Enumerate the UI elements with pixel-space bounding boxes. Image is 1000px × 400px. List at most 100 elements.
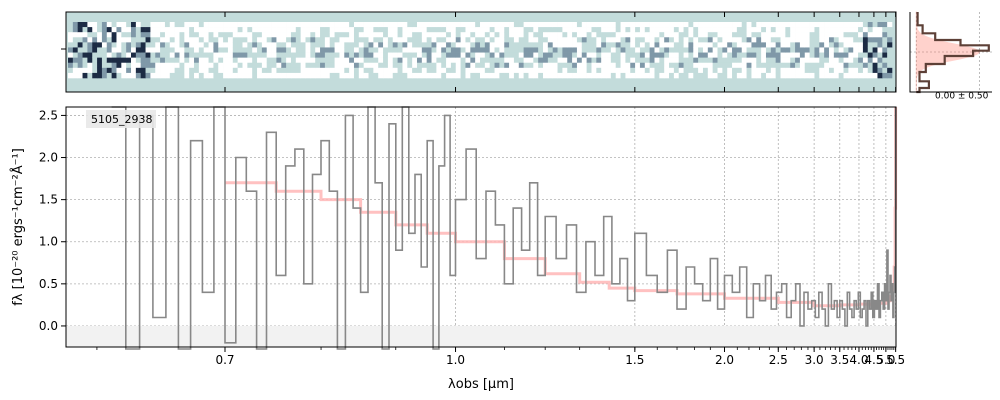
heatmap-cell xyxy=(106,42,112,48)
heatmap-cell xyxy=(533,52,539,58)
heatmap-cell xyxy=(126,62,132,69)
heatmap-cell xyxy=(373,37,379,43)
heatmap-cell xyxy=(698,72,704,79)
heatmap-cell xyxy=(882,57,888,64)
heatmap-cell xyxy=(480,62,486,69)
heatmap-cell xyxy=(358,62,364,69)
spectrum-2d-heatmap xyxy=(68,22,893,79)
heatmap-cell xyxy=(635,37,641,43)
heatmap-cell xyxy=(664,62,670,69)
heatmap-cell xyxy=(266,67,272,74)
heatmap-cell xyxy=(101,57,108,64)
heatmap-cell xyxy=(518,37,524,43)
heatmap-cell xyxy=(567,47,573,53)
heatmap-cell xyxy=(164,37,171,43)
heatmap-cell xyxy=(615,27,621,33)
heatmap-cell xyxy=(281,47,287,53)
heatmap-cell xyxy=(664,32,670,38)
heatmap-cell xyxy=(669,22,675,28)
heatmap-cell xyxy=(392,47,398,53)
heatmap-cell xyxy=(155,67,161,74)
heatmap-cell xyxy=(523,67,529,74)
heatmap-cell xyxy=(780,27,786,33)
heatmap-cell xyxy=(732,52,738,58)
heatmap-cell xyxy=(644,62,650,69)
heatmap-cell xyxy=(596,57,602,64)
heatmap-cell xyxy=(683,57,689,64)
heatmap-cell xyxy=(208,57,214,64)
heatmap-cell xyxy=(610,57,617,64)
heatmap-cell xyxy=(271,62,277,69)
heatmap-cell xyxy=(862,42,869,48)
heatmap-cell xyxy=(242,57,248,64)
heatmap-cell xyxy=(887,62,893,69)
heatmap-cell xyxy=(712,27,718,33)
heatmap-cell xyxy=(402,32,408,38)
heatmap-cell xyxy=(97,37,103,43)
heatmap-cell xyxy=(804,52,810,58)
heatmap-cell xyxy=(625,47,631,53)
heatmap-cell xyxy=(809,52,815,58)
plot-background xyxy=(66,107,896,347)
heatmap-cell xyxy=(625,27,631,33)
heatmap-cell xyxy=(848,32,854,38)
heatmap-cell xyxy=(131,37,137,43)
heatmap-cell xyxy=(446,32,452,38)
heatmap-cell xyxy=(465,37,471,43)
heatmap-cell xyxy=(756,42,762,48)
heatmap-cell xyxy=(785,47,791,53)
heatmap-cell xyxy=(421,27,427,33)
heatmap-cell xyxy=(271,47,277,53)
heatmap-cell xyxy=(450,42,457,48)
heatmap-cell xyxy=(809,47,815,53)
heatmap-cell xyxy=(286,37,292,43)
heatmap-cell xyxy=(324,67,331,74)
heatmap-cell xyxy=(673,72,680,79)
heatmap-cell xyxy=(741,37,747,43)
heatmap-cell xyxy=(436,42,442,48)
heatmap-cell xyxy=(635,57,641,64)
heatmap-cell xyxy=(862,22,869,28)
heatmap-cell xyxy=(702,67,709,74)
heatmap-cell xyxy=(407,27,413,33)
heatmap-cell xyxy=(475,22,481,28)
heatmap-cell xyxy=(761,67,767,74)
heatmap-cell xyxy=(533,72,539,79)
heatmap-cell xyxy=(562,57,568,64)
heatmap-cell xyxy=(765,22,772,28)
heatmap-cell xyxy=(751,42,757,48)
y-tick-label: 2.5 xyxy=(39,108,58,122)
heatmap-cell xyxy=(567,22,573,28)
heatmap-cell xyxy=(436,27,442,33)
heatmap-cell xyxy=(271,72,277,79)
heatmap-cell xyxy=(135,27,142,33)
heatmap-cell xyxy=(131,52,137,58)
heatmap-cell xyxy=(678,67,684,74)
heatmap-cell xyxy=(824,32,830,38)
heatmap-cell xyxy=(765,37,772,43)
heatmap-cell xyxy=(436,37,442,43)
heatmap-cell xyxy=(160,32,166,38)
heatmap-cell xyxy=(649,72,655,79)
heatmap-cell xyxy=(441,47,447,53)
heatmap-cell xyxy=(717,57,723,64)
heatmap-cell xyxy=(809,32,815,38)
heatmap-cell xyxy=(208,62,214,69)
heatmap-cell xyxy=(155,37,161,43)
heatmap-cell xyxy=(741,22,747,28)
heatmap-cell xyxy=(213,52,219,58)
heatmap-cell xyxy=(586,42,592,48)
heatmap-cell xyxy=(562,47,568,53)
heatmap-cell xyxy=(339,62,345,69)
heatmap-cell xyxy=(310,52,316,58)
heatmap-cell xyxy=(174,57,180,64)
heatmap-cell xyxy=(581,32,587,38)
heatmap-cell xyxy=(416,42,423,48)
heatmap-cell xyxy=(353,67,360,74)
heatmap-cell xyxy=(843,67,849,74)
heatmap-cell xyxy=(727,32,733,38)
heatmap-cell xyxy=(596,47,602,53)
heatmap-cell xyxy=(727,27,733,33)
heatmap-cell xyxy=(775,52,781,58)
heatmap-cell xyxy=(441,62,447,69)
